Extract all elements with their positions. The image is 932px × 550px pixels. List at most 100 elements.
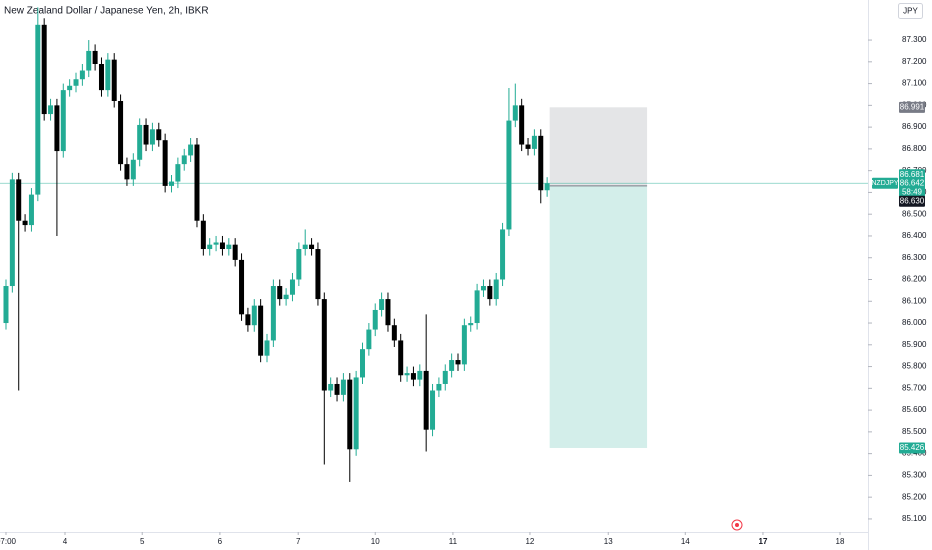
candle-body bbox=[169, 181, 175, 186]
candle-body bbox=[118, 101, 124, 165]
candle-body bbox=[500, 229, 506, 280]
candle-body bbox=[430, 390, 436, 430]
candle-body bbox=[385, 299, 391, 326]
candle-body bbox=[417, 370, 423, 380]
candle-body bbox=[366, 329, 372, 350]
last-price-box bbox=[899, 177, 925, 198]
y-tick-label: 86.400 bbox=[902, 231, 927, 240]
x-tick-label: 5 bbox=[140, 537, 145, 546]
x-tick-label: 17 bbox=[759, 537, 768, 546]
y-tick-label: 86.800 bbox=[902, 144, 927, 153]
candle-body bbox=[512, 105, 518, 121]
candle-body bbox=[16, 179, 22, 221]
y-tick-label: 85.100 bbox=[902, 514, 927, 523]
candle-body bbox=[296, 249, 302, 280]
candle-body bbox=[353, 377, 359, 450]
candle-body bbox=[321, 299, 327, 391]
candle-body bbox=[455, 360, 461, 365]
candle-body bbox=[9, 179, 15, 287]
entry-tag-box bbox=[899, 195, 925, 207]
candle-body bbox=[506, 120, 512, 230]
candle-body bbox=[404, 373, 410, 376]
x-tick-label: 14 bbox=[681, 537, 690, 546]
y-tick-label: 86.200 bbox=[902, 275, 927, 284]
candle-body bbox=[525, 144, 531, 149]
y-tick-label: 85.600 bbox=[902, 405, 927, 414]
y-tick-label: 87.300 bbox=[902, 35, 927, 44]
last-price: 86.642 bbox=[900, 178, 925, 187]
target-tag: 85.426 bbox=[900, 443, 925, 452]
candle-body bbox=[340, 379, 346, 395]
candle-body bbox=[309, 244, 315, 250]
candle-body bbox=[105, 59, 111, 91]
stop-tag: 86.991 bbox=[900, 102, 925, 111]
x-tick-label: 7 bbox=[296, 537, 301, 546]
x-tick-label: 4 bbox=[63, 537, 68, 546]
candle-body bbox=[277, 286, 283, 300]
x-tick-label: 12 bbox=[525, 537, 534, 546]
candle-body bbox=[35, 24, 41, 195]
candle-body bbox=[442, 370, 448, 384]
candle-body bbox=[232, 244, 238, 260]
currency-box[interactable] bbox=[898, 3, 923, 19]
candle-body bbox=[251, 305, 257, 326]
candle-body bbox=[519, 105, 525, 145]
candle-body bbox=[379, 299, 385, 310]
countdown: 58:49 bbox=[902, 187, 923, 196]
candle-body bbox=[410, 373, 416, 380]
chart-title: New Zealand Dollar / Japanese Yen, 2h, I… bbox=[4, 6, 209, 17]
candle-body bbox=[3, 286, 9, 324]
candle-body bbox=[302, 244, 308, 250]
candle-body bbox=[487, 286, 493, 300]
candle-body bbox=[86, 50, 92, 71]
candle-body bbox=[124, 164, 130, 180]
candle-body bbox=[181, 155, 187, 165]
candle-body bbox=[270, 286, 276, 341]
candle-body bbox=[60, 90, 66, 152]
currency[interactable]: JPY bbox=[903, 7, 918, 16]
x-tick-label: 6 bbox=[218, 537, 223, 546]
candle-body bbox=[219, 242, 225, 250]
y-tick-label: 85.800 bbox=[902, 362, 927, 371]
stop-zone bbox=[549, 107, 648, 186]
candle-body bbox=[258, 305, 264, 356]
candle-body bbox=[188, 144, 194, 156]
y-tick-label: 85.500 bbox=[902, 427, 927, 436]
candle-body bbox=[200, 220, 206, 250]
candle-body bbox=[130, 159, 136, 180]
candle-body bbox=[544, 183, 550, 191]
candle-body bbox=[41, 24, 47, 115]
candle-body bbox=[328, 383, 334, 391]
candle-body bbox=[423, 370, 429, 430]
x-tick-label: 18 bbox=[836, 537, 845, 546]
candle-body bbox=[468, 323, 474, 326]
event-icon-dot[interactable] bbox=[735, 523, 739, 527]
target-tag-box bbox=[899, 442, 925, 454]
candle-body bbox=[54, 105, 60, 152]
candle-body bbox=[92, 50, 98, 64]
candle-body bbox=[175, 164, 181, 182]
candle-body bbox=[73, 79, 79, 86]
candle-body bbox=[156, 129, 162, 141]
y-tick-label: 86.300 bbox=[902, 253, 927, 262]
candle-body bbox=[194, 144, 200, 221]
candle-body bbox=[143, 124, 149, 145]
candle-body bbox=[360, 349, 366, 378]
x-tick-label: 11 bbox=[449, 537, 458, 546]
candle-body bbox=[480, 286, 486, 291]
y-tick-label: 85.900 bbox=[902, 340, 927, 349]
stop-tag-box bbox=[899, 101, 925, 113]
symbol-box bbox=[872, 177, 898, 189]
candle-body bbox=[493, 279, 499, 300]
candle-body bbox=[315, 249, 321, 300]
entry-tag: 86.630 bbox=[900, 196, 925, 205]
y-tick-label: 86.100 bbox=[902, 296, 927, 305]
y-tick-label: 85.300 bbox=[902, 471, 927, 480]
candle-body bbox=[461, 325, 467, 365]
candle-body bbox=[48, 105, 54, 115]
y-tick-label: 86.900 bbox=[902, 122, 927, 131]
candle-body bbox=[436, 383, 442, 391]
candle-body bbox=[264, 340, 270, 356]
candle-body bbox=[347, 379, 353, 450]
